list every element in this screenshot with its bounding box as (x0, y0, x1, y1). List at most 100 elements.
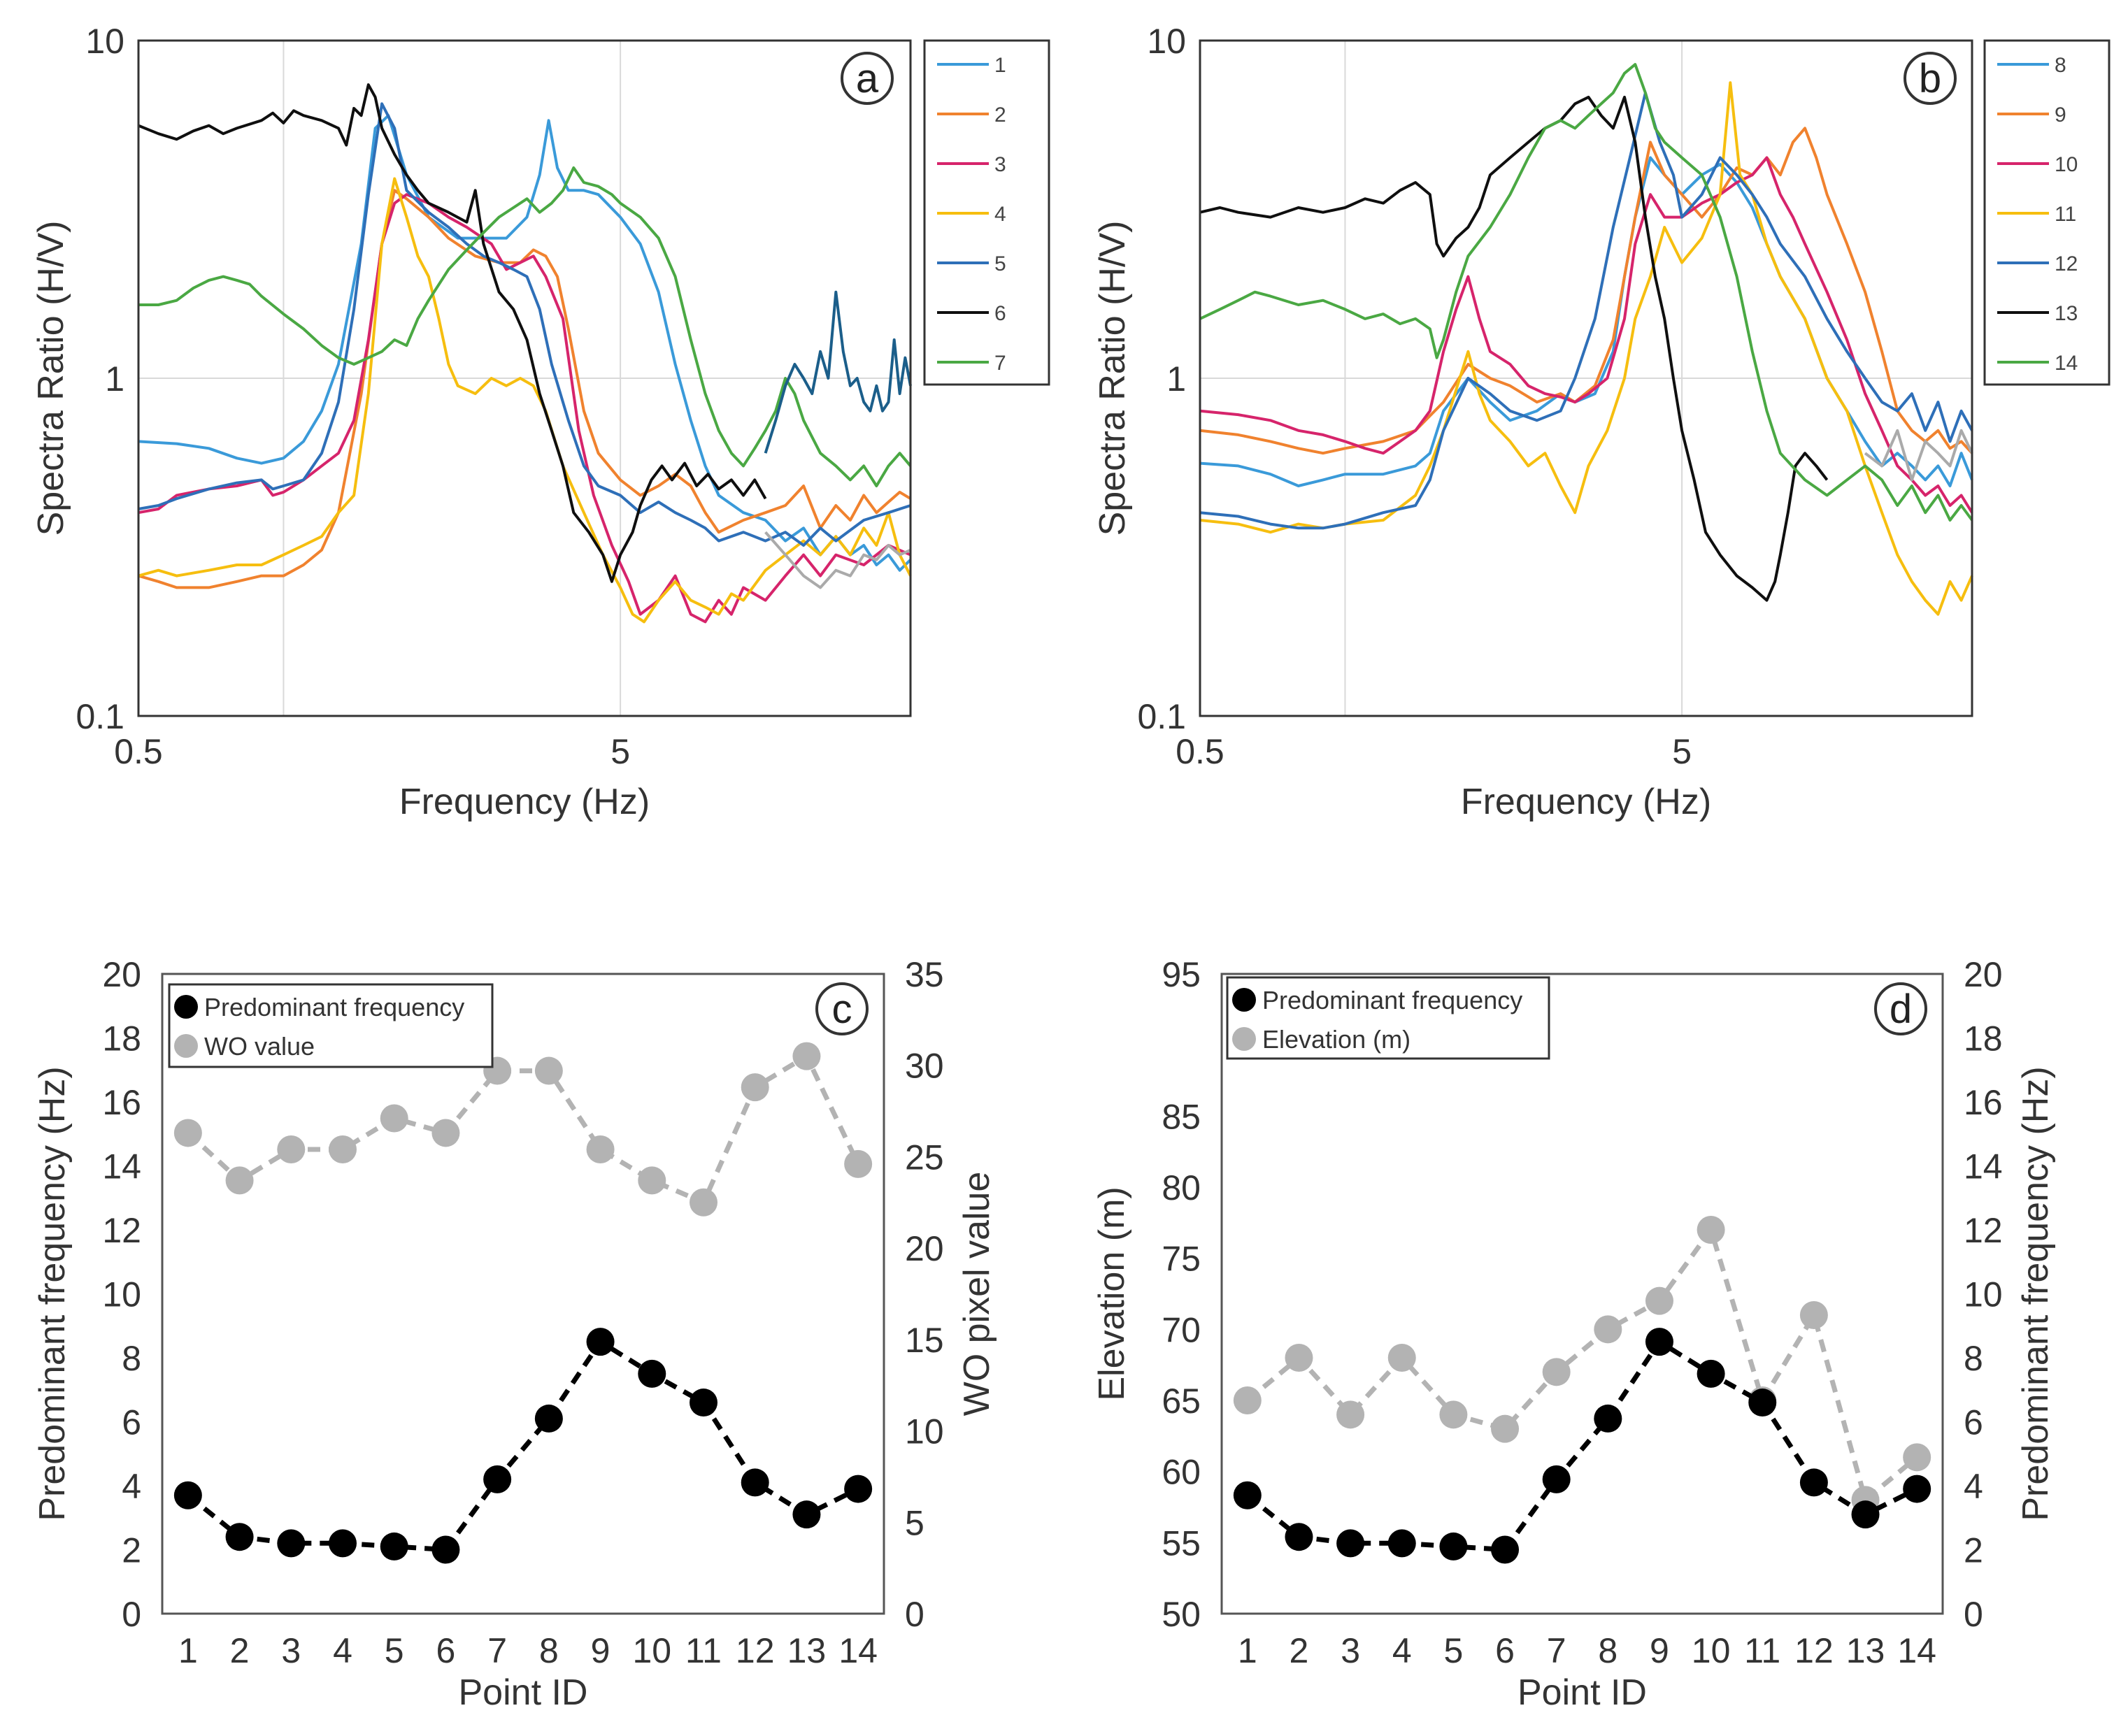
x-tick-label-d-3: 3 (1341, 1631, 1360, 1670)
x-tick-label-d-13: 13 (1846, 1631, 1885, 1670)
x-tick-label-c-1: 1 (178, 1631, 198, 1670)
y-axis-title-a: Spectra Ratio (H/V) (31, 221, 71, 536)
x-tick-label-d-10: 10 (1692, 1631, 1731, 1670)
legend-label-a-7: 7 (994, 352, 1006, 375)
series-line-a-5 (138, 102, 911, 547)
y-tick-label-left-d-95: 95 (1162, 955, 1201, 994)
y-tick-label-left-c-0: 0 (122, 1595, 141, 1634)
y-tick-label-right-d-14: 14 (1964, 1147, 2003, 1186)
panel-c: 1 2 3 4 5 6 7 8 9 10 11 12 13 14024681012141618200510… (32, 955, 997, 1713)
legend-label-a-3: 3 (994, 153, 1006, 176)
panel-a: 0.5 5 0.1 1 10 Frequency (Hz) Spectra Ratio (H… (31, 22, 1050, 822)
legend-label-b-11: 11 (2055, 203, 2076, 226)
legend-label-d-freq: Predominant frequency (1262, 986, 1522, 1014)
data-point-c-freq-1 (173, 1481, 202, 1509)
y-tick-label-right-c-20: 20 (905, 1229, 944, 1268)
data-point-d-secondary-7 (1542, 1358, 1571, 1386)
plot-frame-b (1199, 39, 1973, 717)
y-tick-label-left-d-55: 55 (1162, 1523, 1201, 1563)
x-tick-label-d-9: 9 (1650, 1631, 1669, 1670)
series-line-d-freq (1245, 1338, 1918, 1553)
y-tick-label-a-2: 10 (85, 22, 124, 61)
data-point-d-secondary-2 (1285, 1344, 1313, 1372)
data-point-d-secondary-1 (1233, 1386, 1262, 1414)
panel-badge-label-b: b (1919, 56, 1941, 101)
x-axis-title-c: Point ID (459, 1672, 588, 1713)
panel-d: 1 2 3 4 5 6 7 8 9 10 11 12 13 14505560657075808595024… (1092, 955, 2056, 1713)
series-line-b-12 (1199, 91, 1973, 530)
data-point-c-secondary-5 (380, 1104, 408, 1133)
legend-label-a-1: 1 (994, 54, 1006, 77)
series-line-a-1 (138, 114, 912, 572)
panel-badge-circle-c (815, 982, 869, 1035)
series-line-b-10 (1199, 156, 1973, 514)
x-axis-title-a: Frequency (Hz) (399, 782, 650, 822)
data-point-c-secondary-9 (586, 1135, 615, 1163)
data-point-d-freq-12 (1799, 1468, 1828, 1497)
legend-label-c-secondary: WO value (204, 1032, 315, 1061)
y-tick-label-right-d-4: 4 (1964, 1467, 1983, 1506)
data-point-d-secondary-3 (1336, 1400, 1365, 1429)
x-tick-label-c-6: 6 (436, 1631, 456, 1670)
data-point-d-secondary-12 (1799, 1301, 1828, 1329)
y-tick-label-a-0: 0.1 (76, 697, 124, 736)
data-point-d-freq-9 (1645, 1328, 1673, 1356)
y-tick-label-b-0: 0.1 (1137, 697, 1186, 736)
data-point-d-secondary-10 (1697, 1216, 1725, 1244)
x-tick-label-d-8: 8 (1598, 1631, 1617, 1670)
data-point-c-secondary-10 (638, 1166, 666, 1195)
data-point-d-secondary-4 (1387, 1344, 1416, 1372)
legend-label-b-10: 10 (2055, 153, 2078, 176)
x-tick-label-d-4: 4 (1392, 1631, 1412, 1670)
x-tick-label-c-13: 13 (787, 1631, 827, 1670)
x-tick-label-c-14: 14 (838, 1631, 878, 1670)
x-tick-label-c-9: 9 (591, 1631, 610, 1670)
data-point-d-secondary-8 (1594, 1315, 1622, 1344)
data-point-c-secondary-13 (792, 1042, 821, 1070)
x-axis-title-d: Point ID (1517, 1672, 1647, 1713)
legend-label-a-5: 5 (994, 252, 1006, 275)
y-tick-label-right-c-10: 10 (905, 1412, 944, 1451)
data-point-c-secondary-4 (329, 1135, 357, 1163)
y-tick-label-left-c-18: 18 (102, 1019, 141, 1059)
panel-badge-label-d: d (1890, 987, 1912, 1032)
y-tick-label-right-d-6: 6 (1964, 1403, 1983, 1442)
y-tick-label-right-d-20: 20 (1964, 955, 2003, 994)
data-point-d-freq-14 (1903, 1475, 1931, 1503)
data-point-d-secondary-9 (1645, 1286, 1673, 1315)
y-tick-label-left-c-6: 6 (122, 1403, 141, 1442)
data-point-c-freq-7 (483, 1465, 512, 1493)
panel-badge-label-a: a (856, 56, 879, 101)
x-tick-label-c-10: 10 (632, 1631, 671, 1670)
legend-label-a-6: 6 (994, 302, 1006, 325)
data-point-d-freq-2 (1285, 1523, 1313, 1551)
x-tick-label-c-3: 3 (281, 1631, 301, 1670)
data-point-c-freq-2 (225, 1523, 254, 1551)
x-tick-label-b-1: 5 (1672, 732, 1692, 771)
series-line-a-2 (138, 189, 912, 589)
series-line-b-14 (1199, 63, 1973, 522)
data-point-c-freq-13 (792, 1500, 821, 1529)
y-tick-label-left-c-2: 2 (122, 1531, 141, 1570)
x-tick-label-c-12: 12 (736, 1631, 775, 1670)
series-line-c-freq (186, 1338, 859, 1553)
data-point-c-freq-5 (380, 1532, 408, 1561)
y-tick-label-left-d-65: 65 (1162, 1382, 1201, 1421)
y-tick-label-left-c-20: 20 (102, 955, 141, 994)
x-tick-label-d-2: 2 (1290, 1631, 1309, 1670)
series-line-a-7 (138, 166, 912, 487)
x-tick-label-d-7: 7 (1547, 1631, 1566, 1670)
y-tick-label-left-c-8: 8 (122, 1339, 141, 1378)
y-tick-label-right-c-5: 5 (905, 1503, 924, 1542)
y-tick-label-left-c-10: 10 (102, 1275, 141, 1314)
y-tick-label-right-c-15: 15 (905, 1321, 944, 1360)
x-tick-label-d-14: 14 (1897, 1631, 1936, 1670)
y-tick-label-left-c-4: 4 (122, 1467, 141, 1506)
data-point-c-secondary-8 (534, 1056, 563, 1085)
data-point-c-secondary-14 (844, 1149, 873, 1178)
legend-box-d (1226, 976, 1550, 1060)
y-axis-title-left-c: Predominant frequency (Hz) (32, 1066, 73, 1521)
data-point-c-freq-11 (690, 1389, 717, 1417)
y-tick-label-right-c-35: 35 (905, 955, 944, 994)
